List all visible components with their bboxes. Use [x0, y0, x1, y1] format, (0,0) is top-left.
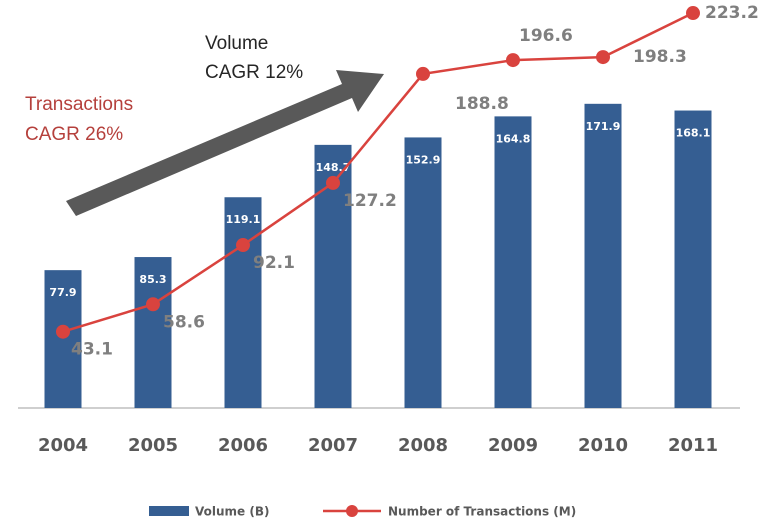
bar — [44, 270, 82, 408]
x-tick-label: 2011 — [668, 435, 718, 456]
x-tick-label: 2005 — [128, 435, 178, 456]
line-label: 58.6 — [163, 312, 205, 332]
annotation: Transactions — [25, 94, 133, 115]
line-label: 92.1 — [253, 253, 295, 273]
line-point — [56, 324, 70, 339]
legend-swatch — [346, 505, 358, 517]
bar — [584, 103, 622, 408]
bar — [404, 137, 442, 408]
line-label: 127.2 — [343, 191, 397, 211]
annotation: CAGR 12% — [205, 62, 303, 83]
annotation: CAGR 26% — [25, 124, 123, 145]
line-label: 188.8 — [455, 94, 509, 114]
bar-label: 119.1 — [226, 213, 261, 226]
x-tick-label: 2008 — [398, 435, 448, 456]
bar-label: 77.9 — [49, 286, 76, 299]
bar — [674, 110, 712, 409]
line-point — [326, 175, 340, 190]
bar-label: 85.3 — [139, 273, 166, 286]
line-point — [686, 6, 700, 21]
line-label: 196.6 — [519, 26, 573, 46]
legend-label: Number of Transactions (M) — [388, 505, 576, 519]
trend-arrow — [66, 70, 384, 216]
bar — [134, 257, 172, 408]
line-label: 43.1 — [71, 340, 113, 360]
x-tick-label: 2007 — [308, 435, 358, 456]
bar-label: 164.8 — [496, 132, 531, 145]
line-label: 198.3 — [633, 47, 687, 67]
bar — [224, 197, 262, 408]
line-point — [416, 66, 430, 81]
annotation: Volume — [205, 33, 268, 54]
line-point — [236, 238, 250, 253]
line-point — [146, 297, 160, 312]
x-tick-label: 2006 — [218, 435, 268, 456]
x-tick-label: 2004 — [38, 435, 88, 456]
legend-swatch — [149, 506, 189, 516]
line-point — [596, 50, 610, 65]
legend-label: Volume (B) — [195, 505, 269, 519]
line-point — [506, 53, 520, 68]
bar-label: 171.9 — [586, 120, 621, 133]
bar-label: 152.9 — [406, 153, 441, 166]
line-label: 223.2 — [705, 3, 759, 23]
bar — [494, 116, 532, 409]
x-tick-label: 2009 — [488, 435, 538, 456]
line — [62, 11, 694, 333]
bar-label: 168.1 — [676, 127, 711, 140]
x-tick-label: 2010 — [578, 435, 628, 456]
